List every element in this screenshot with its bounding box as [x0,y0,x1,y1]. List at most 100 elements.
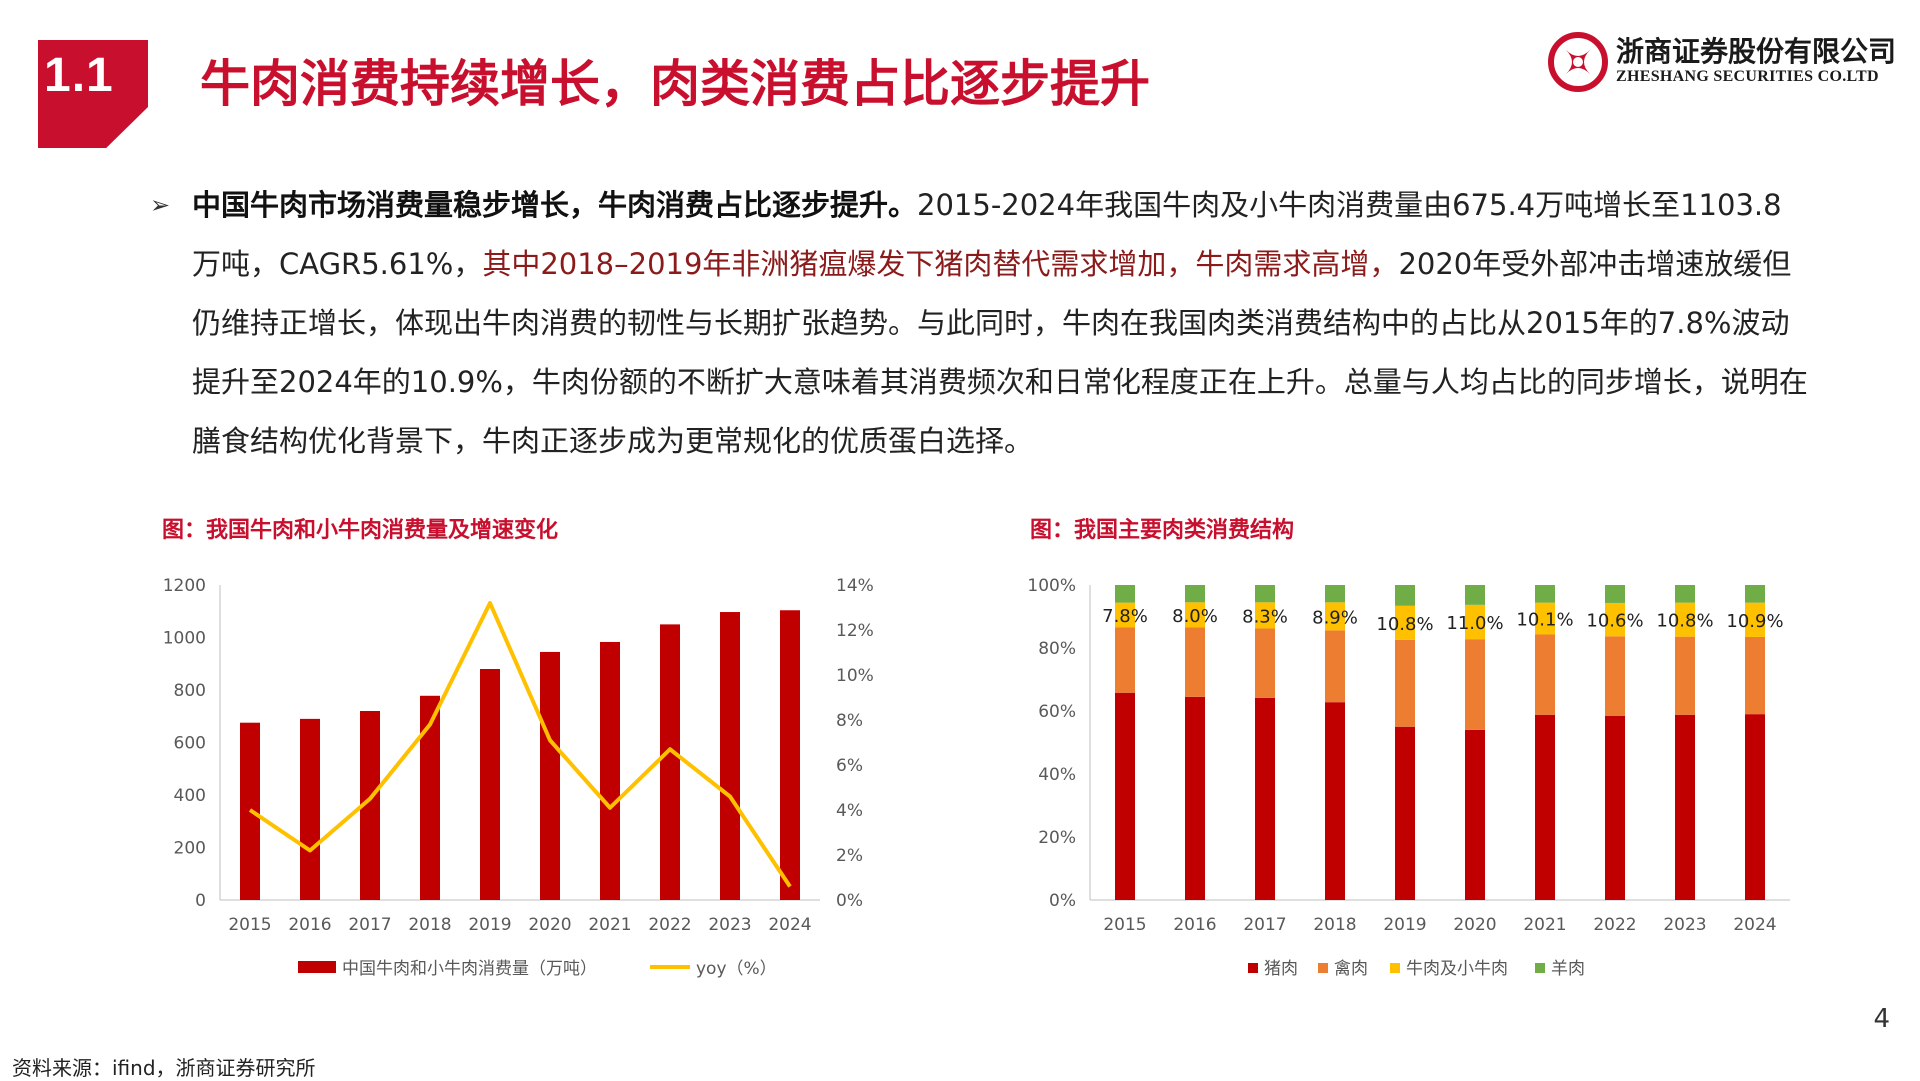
company-logo: 浙商证券股份有限公司 ZHESHANG SECURITIES CO.LTD [1548,28,1896,98]
stacked-bar-segment [1395,585,1415,606]
beef-share-label: 10.8% [1656,611,1713,632]
body-text-2: 2020年受外部冲击增速放缓但仍维持正增长，体现出牛肉消费的韧性与长期扩张趋势。… [192,247,1808,458]
consumption-bar [420,695,440,900]
x-tick-label: 2019 [1383,915,1426,935]
y-tick-label: 0 [195,891,206,911]
bullet-arrow-icon: ➢ [150,191,171,219]
y-tick-label: 100% [1027,576,1076,596]
company-name-cn: 浙商证券股份有限公司 [1616,35,1897,68]
legend-swatch [1390,963,1400,973]
y-tick-label: 600 [174,734,206,754]
x-tick-label: 2022 [1593,915,1636,935]
stacked-bar-segment [1465,585,1485,605]
stacked-bar-segment [1605,585,1625,603]
stacked-bar-segment [1325,630,1345,703]
stacked-bar-segment [1745,585,1765,603]
x-tick-label: 2018 [1313,915,1356,935]
x-tick-label: 2019 [468,915,511,935]
stacked-bar-segment [1185,627,1205,697]
legend-label-consumption: 中国牛肉和小牛肉消费量（万吨） [342,959,597,979]
zheshang-logo-icon [1548,32,1608,92]
y-tick-label: 800 [174,681,206,701]
stacked-bar-segment [1605,636,1625,716]
legend-swatch [1248,963,1258,973]
beef-share-label: 11.0% [1446,613,1503,634]
y2-tick-label: 2% [836,846,863,866]
stacked-bar-segment [1255,628,1275,698]
y-tick-label: 80% [1038,639,1076,659]
stacked-bar-segment [1605,602,1625,637]
x-tick-label: 2024 [768,915,811,935]
y-tick-label: 400 [174,786,206,806]
x-tick-label: 2017 [1243,915,1286,935]
consumption-bar [780,610,800,900]
legend-label: 牛肉及小牛肉 [1406,959,1508,979]
x-tick-label: 2015 [1103,915,1146,935]
beef-share-label: 8.9% [1312,607,1358,628]
x-tick-label: 2023 [708,915,751,935]
x-tick-label: 2016 [288,915,331,935]
legend-label: 禽肉 [1334,959,1368,979]
x-tick-label: 2018 [408,915,451,935]
stacked-bar-segment [1185,602,1205,628]
stacked-bar-segment [1675,636,1695,715]
stacked-bar-segment [1465,604,1485,640]
consumption-bar [540,651,560,900]
y-tick-label: 0% [1049,891,1076,911]
y2-tick-label: 10% [836,666,874,686]
x-tick-label: 2021 [1523,915,1566,935]
stacked-bar-segment [1605,715,1625,900]
y-tick-label: 1000 [163,629,206,649]
page-title: 牛肉消费持续增长，肉类消费占比逐步提升 [200,55,1150,113]
body-lead: 中国牛肉市场消费量稳步增长，牛肉消费占比逐步提升。 [192,188,918,222]
meat-structure-chart: 0% 20% 40% 60% 80% 100% 7.8% 2015 8.0% 2016 8.3% 20… [1027,576,1790,979]
x-tick-label: 2015 [228,915,271,935]
beef-share-label: 10.6% [1586,611,1643,632]
section-number: 1.1 [44,49,114,102]
source-note: 资料来源：ifind，浙商证券研究所 [12,1056,316,1080]
legend-label: 羊肉 [1551,959,1585,979]
stacked-bar-segment [1745,714,1765,900]
stacked-bar-segment [1115,602,1135,628]
stacked-bar-segment [1535,634,1555,715]
consumption-bar [660,624,680,900]
body-highlight: 其中2018–2019年非洲猪瘟爆发下猪肉替代需求增加，牛肉需求高增， [482,247,1399,281]
page-number: 4 [1873,1004,1890,1034]
stacked-bar-segment [1325,585,1345,603]
stacked-bar-segment [1395,605,1415,640]
consumption-bar [300,718,320,900]
stacked-bar-segment [1745,636,1765,715]
legend-label: 猪肉 [1264,959,1298,979]
stacked-bar-segment [1675,585,1695,603]
y2-tick-label: 0% [836,891,863,911]
y2-tick-label: 6% [836,756,863,776]
beef-share-label: 8.0% [1172,606,1218,627]
beef-share-label: 10.8% [1376,614,1433,635]
stacked-bar-segment [1465,639,1485,730]
y2-tick-label: 14% [836,576,874,596]
legend-label-yoy: yoy（%） [696,959,777,979]
consumption-bar [720,612,740,900]
x-tick-label: 2021 [588,915,631,935]
stacked-bar-segment [1255,697,1275,900]
consumption-chart: 0 200 400 600 800 1000 1200 0% 2% 4% 6% 8% 10% 12% 14%… [163,576,874,979]
x-tick-label: 2020 [1453,915,1496,935]
left-figure-title: 图：我国牛肉和小牛肉消费量及增速变化 [162,518,559,543]
consumption-bar [360,711,380,900]
y2-tick-label: 12% [836,621,874,641]
stacked-bar-segment [1465,729,1485,900]
beef-share-label: 10.1% [1516,610,1573,631]
y-tick-label: 60% [1038,702,1076,722]
beef-share-label: 10.9% [1726,611,1783,632]
y2-tick-label: 4% [836,801,863,821]
company-name-en: ZHESHANG SECURITIES CO.LTD [1616,68,1879,85]
y-tick-label: 40% [1038,765,1076,785]
y-tick-label: 200 [174,839,206,859]
x-tick-label: 2023 [1663,915,1706,935]
x-tick-label: 2022 [648,915,691,935]
y-tick-label: 1200 [163,576,206,596]
stacked-bar-segment [1115,692,1135,900]
x-tick-label: 2016 [1173,915,1216,935]
stacked-bar-segment [1115,585,1135,603]
beef-share-label: 8.3% [1242,606,1288,627]
